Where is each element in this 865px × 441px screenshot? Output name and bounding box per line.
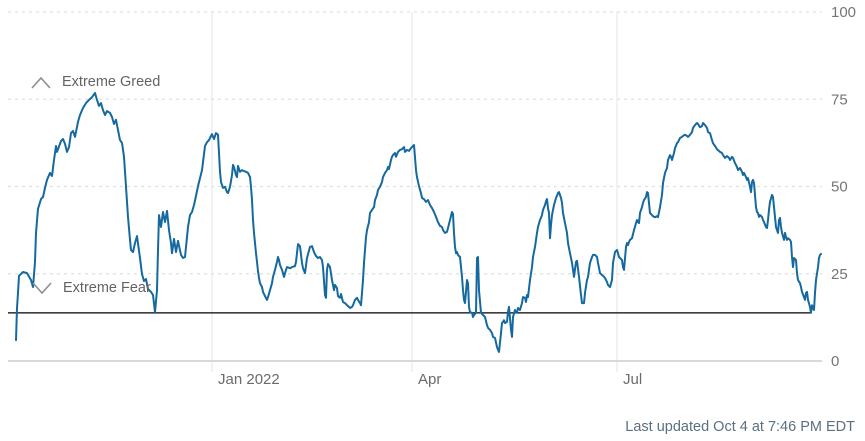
y-axis-tick-label: 50 <box>831 179 848 196</box>
chevron-down-icon <box>32 281 52 294</box>
extreme-greed-text: Extreme Greed <box>62 74 161 90</box>
x-axis-tick-label: Apr <box>418 371 441 388</box>
chevron-up-icon <box>31 76 51 89</box>
extreme-fear-zone-label: Extreme Fear <box>31 280 151 296</box>
y-axis-tick-label: 100 <box>831 4 856 21</box>
extreme-greed-zone-label: Extreme Greed <box>30 74 160 90</box>
index-history-line <box>15 92 822 353</box>
last-updated-text: Last updated Oct 4 at 7:46 PM EDT <box>625 419 855 435</box>
y-axis-tick-label: 0 <box>831 353 839 370</box>
y-axis-tick-label: 25 <box>831 266 848 283</box>
y-axis-tick-label: 75 <box>831 91 848 108</box>
extreme-fear-text: Extreme Fear <box>63 280 151 296</box>
x-axis-tick-label: Jan 2022 <box>218 371 280 388</box>
x-axis-tick-label: Jul <box>623 371 642 388</box>
